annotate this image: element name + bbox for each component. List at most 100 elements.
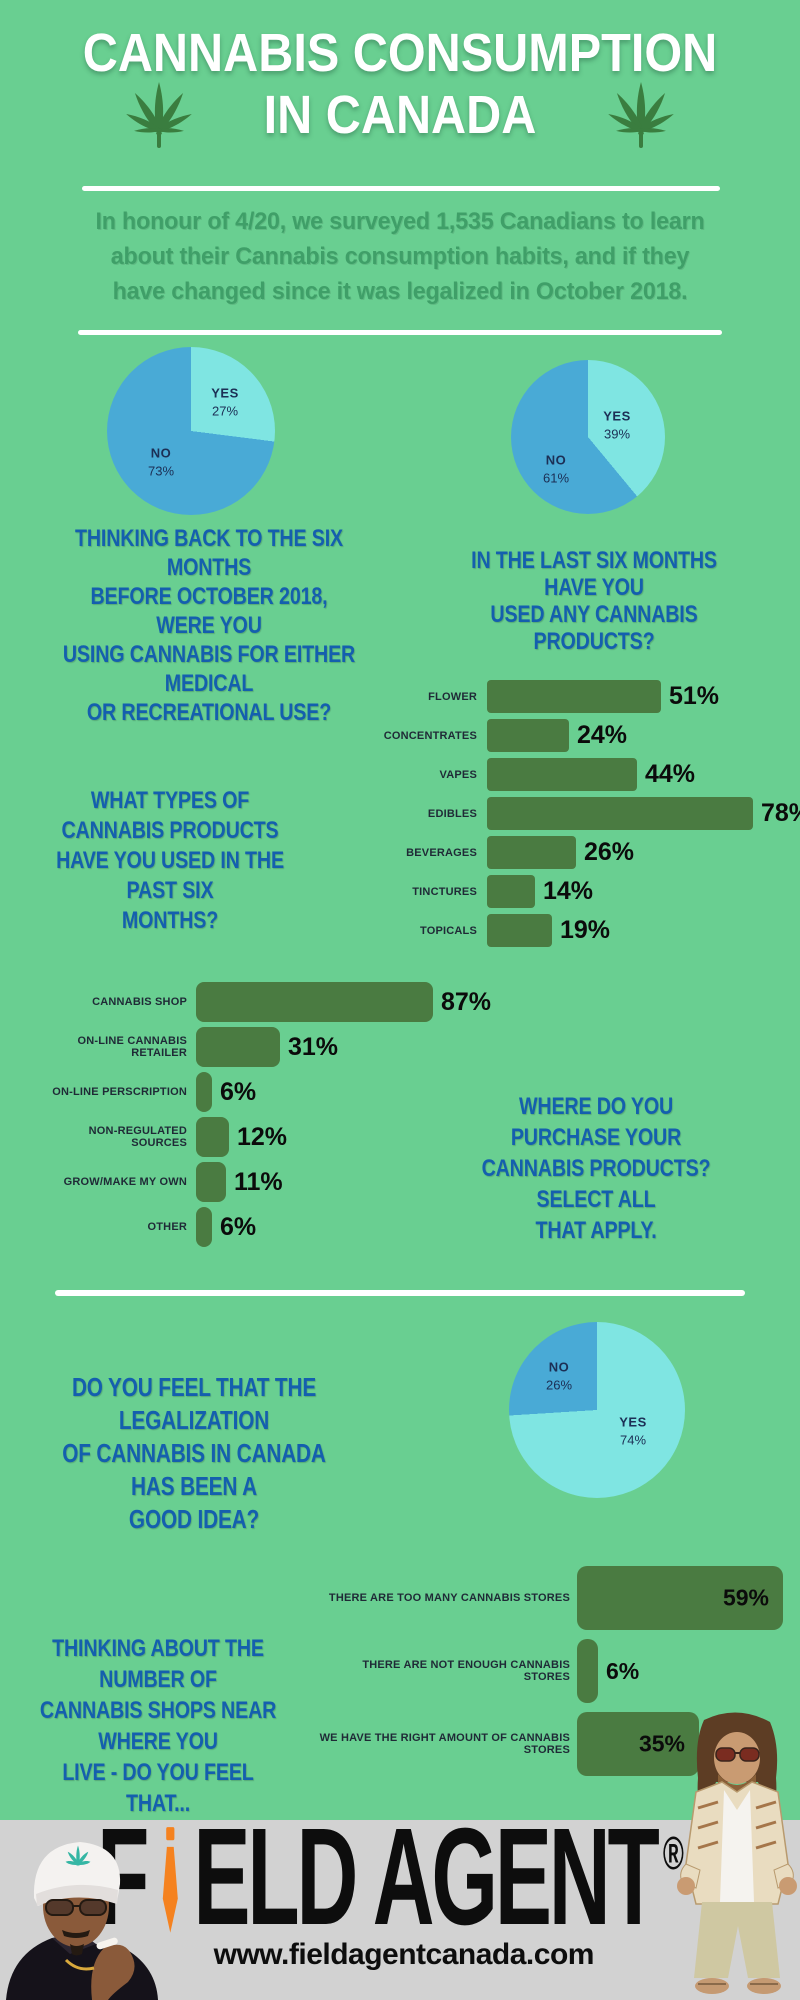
pie-chart-legalization: YES 74% NO 26%	[509, 1322, 685, 1498]
bar	[196, 982, 433, 1022]
bar-row: THERE ARE NOT ENOUGH CANNABIS STORES 6%	[318, 1639, 783, 1703]
logo-rest: ELD AGENT	[193, 1800, 659, 1954]
cannabis-leaf-icon	[608, 82, 674, 148]
bar-value-label: 14%	[543, 877, 594, 905]
bar-category-label: BEVERAGES	[406, 846, 477, 859]
pie-slice-value: 61%	[542, 470, 570, 486]
products-bar-chart: FLOWER 51% CONCENTRATES 24% VAPES 44% EDIBLES 7…	[300, 680, 800, 947]
bar-category-label: ON-LINE CANNABIS RETAILER	[77, 1035, 187, 1059]
pie-slice-value: 27%	[211, 403, 239, 419]
bar	[196, 1117, 229, 1157]
bar-value-label: 35%	[638, 1730, 685, 1757]
bar	[487, 914, 552, 947]
bar-row: FLOWER 51%	[300, 680, 800, 713]
purchase-bar-chart: CANNABIS SHOP 87% ON-LINE CANNABIS RETAILE…	[30, 982, 491, 1247]
bar-category-label: FLOWER	[428, 690, 477, 703]
bar-category-label: THERE ARE TOO MANY CANNABIS STORES	[328, 1592, 570, 1604]
bar-row: CONCENTRATES 24%	[300, 719, 800, 752]
bar-category-label: WE HAVE THE RIGHT AMOUNT OF CANNABIS STO…	[319, 1732, 570, 1756]
pie-slice-value: 74%	[619, 1432, 647, 1448]
bar-value-label: 78%	[761, 799, 800, 827]
divider	[82, 186, 720, 191]
bar-value-label: 6%	[606, 1657, 640, 1684]
question-product-types: WHAT TYPES OF CANNABIS PRODUCTS HAVE YOU…	[56, 787, 284, 934]
pie-slice-label: NO	[548, 1359, 570, 1375]
divider	[78, 330, 722, 335]
bar-row: EDIBLES 78%	[300, 797, 800, 830]
pie-slice-label: NO	[545, 452, 567, 468]
question-before-legalization: THINKING BACK TO THE SIX MONTHS BEFORE O…	[62, 525, 356, 726]
bar-row: ON-LINE PERSCRIPTION 6%	[30, 1072, 491, 1112]
pie-slice-label: YES	[211, 385, 239, 401]
question-purchase-sources: WHERE DO YOU PURCHASE YOUR CANNABIS PROD…	[481, 1093, 711, 1244]
bar-value-label: 24%	[577, 721, 628, 749]
orange-tie-icon	[162, 1827, 178, 1933]
bar: 35%	[577, 1712, 699, 1776]
bar-row: TOPICALS 19%	[300, 914, 800, 947]
bar-value-label: 59%	[722, 1584, 769, 1611]
bar-row: BEVERAGES 26%	[300, 836, 800, 869]
bar-row: GROW/MAKE MY OWN 11%	[30, 1162, 491, 1202]
question-store-count: THINKING ABOUT THE NUMBER OF CANNABIS SH…	[39, 1635, 277, 1817]
bar-category-label: CANNABIS SHOP	[92, 996, 187, 1008]
bar-category-label: CONCENTRATES	[383, 729, 477, 742]
snoop-dogg-smoking-photo	[6, 1842, 158, 2000]
field-agent-logo: F ELD AGENT ®	[97, 1800, 684, 1954]
bar-row: NON-REGULATED SOURCES 12%	[30, 1117, 491, 1157]
the-dude-big-lebowski-photo	[677, 1712, 797, 1994]
pie-slice-label: YES	[603, 408, 631, 424]
bar	[196, 1027, 280, 1067]
question-legalization-good-idea: DO YOU FEEL THAT THE LEGALIZATION OF CAN…	[62, 1372, 326, 1534]
bar	[487, 836, 576, 869]
bar	[196, 1207, 212, 1247]
bar-value-label: 11%	[234, 1167, 283, 1196]
bar-category-label: NON-REGULATED SOURCES	[88, 1125, 187, 1149]
bar	[196, 1072, 212, 1112]
bar-value-label: 87%	[441, 987, 492, 1016]
cannabis-leaf-icon	[126, 82, 192, 148]
divider	[55, 1290, 745, 1296]
bar-value-label: 6%	[220, 1077, 257, 1106]
bar	[487, 797, 753, 830]
pie-chart-last-six-months: YES 39% NO 61%	[511, 360, 665, 514]
pie-slice-value: 26%	[545, 1377, 573, 1393]
intro-paragraph: In honour of 4/20, we surveyed 1,535 Can…	[95, 208, 705, 305]
page-title-line2: IN CANADA	[263, 85, 537, 145]
registered-trademark: ®	[662, 1827, 684, 1879]
bar-category-label: ON-LINE PERSCRIPTION	[52, 1086, 187, 1098]
bar-value-label: 6%	[220, 1212, 257, 1241]
bar-row: TINCTURES 14%	[300, 875, 800, 908]
bar	[577, 1639, 598, 1703]
page-title-line1: CANNABIS CONSUMPTION	[82, 23, 718, 83]
bar-category-label: VAPES	[439, 768, 477, 781]
bar-category-label: TINCTURES	[412, 885, 477, 898]
bar-row: THERE ARE TOO MANY CANNABIS STORES 59%	[318, 1566, 783, 1630]
pie-slice-value: 39%	[603, 426, 631, 442]
bar: 59%	[577, 1566, 783, 1630]
pie-slice-label: YES	[619, 1414, 647, 1430]
footer-url: www.fieldagentcanada.com	[213, 1938, 595, 1971]
question-last-six-months: IN THE LAST SIX MONTHS HAVE YOU USED ANY…	[471, 547, 717, 655]
bar-category-label: GROW/MAKE MY OWN	[63, 1176, 187, 1188]
bar-row: ON-LINE CANNABIS RETAILER 31%	[30, 1027, 491, 1067]
bar-value-label: 44%	[645, 760, 696, 788]
bar-row: VAPES 44%	[300, 758, 800, 791]
bar-value-label: 51%	[669, 682, 720, 710]
bar-category-label: OTHER	[147, 1221, 187, 1233]
bar-value-label: 12%	[237, 1122, 288, 1151]
bar	[196, 1162, 226, 1202]
bar-row: OTHER 6%	[30, 1207, 491, 1247]
bar-category-label: EDIBLES	[427, 807, 477, 820]
bar	[487, 875, 535, 908]
pie-slice-value: 73%	[147, 463, 175, 479]
stores-bar-chart: THERE ARE TOO MANY CANNABIS STORES 59% THE…	[318, 1566, 783, 1776]
pie-chart-before-legalization: YES 27% NO 73%	[107, 347, 275, 515]
bar	[487, 680, 661, 713]
bar	[487, 719, 569, 752]
bar-category-label: TOPICALS	[419, 924, 477, 937]
bar-value-label: 31%	[288, 1032, 339, 1061]
bar-value-label: 26%	[584, 838, 635, 866]
bar	[487, 758, 637, 791]
pie-slice-label: NO	[150, 445, 172, 461]
